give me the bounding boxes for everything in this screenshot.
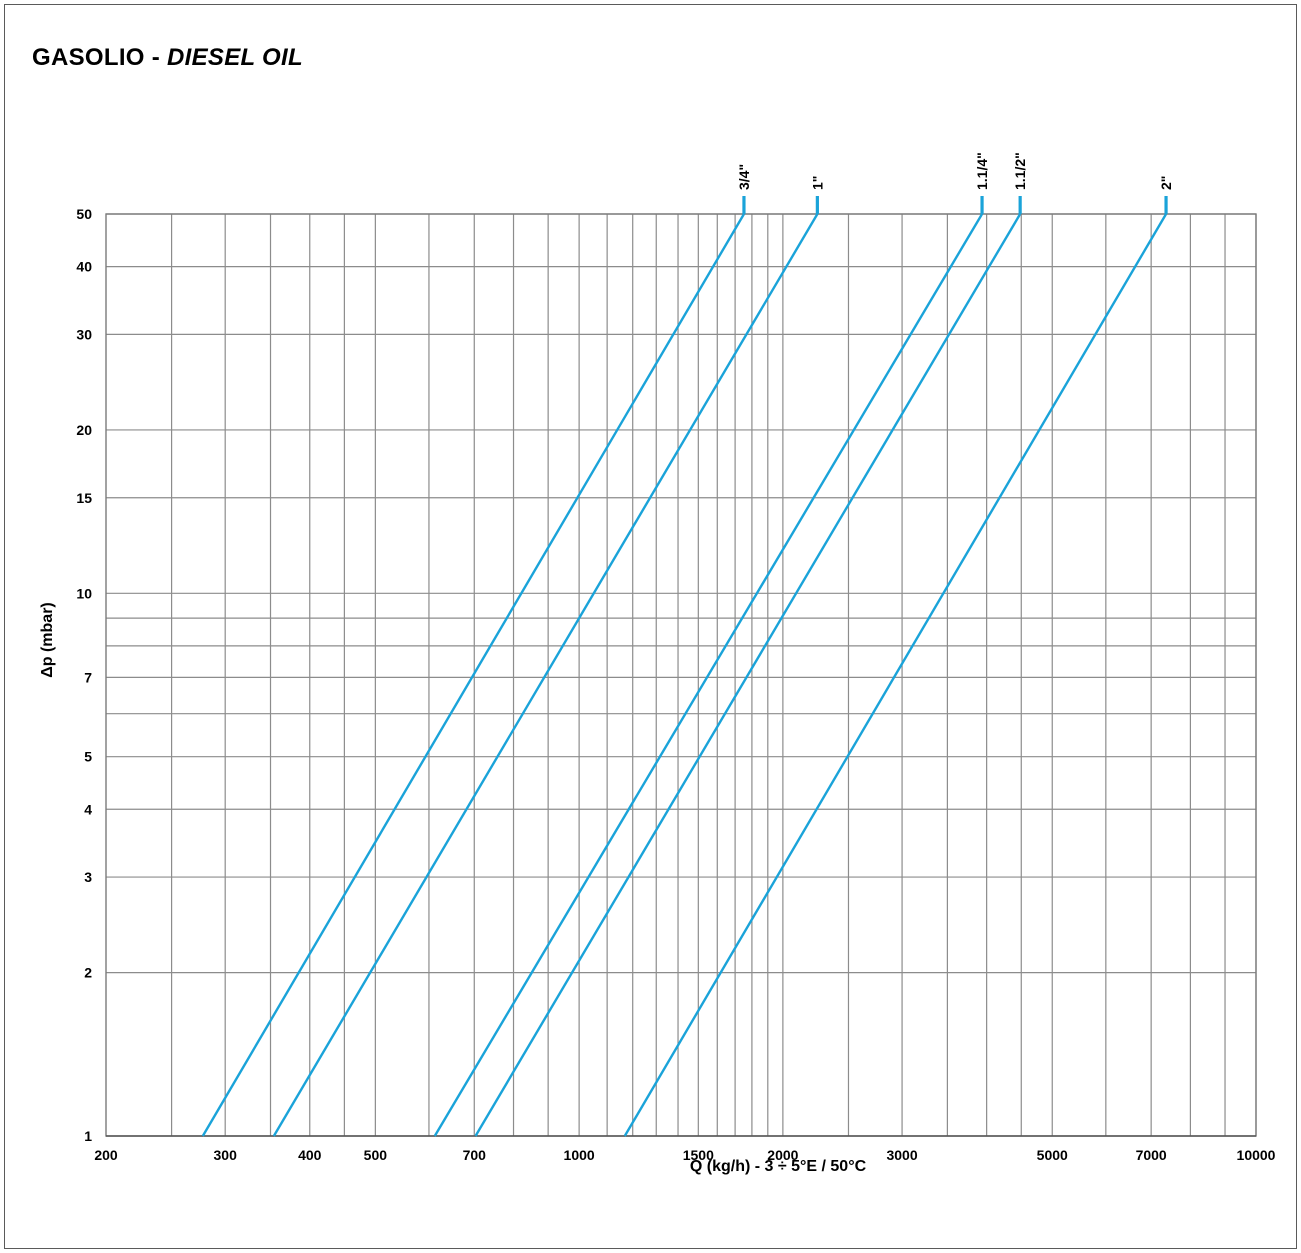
chart-frame [4,4,1297,1249]
series-line [201,213,745,1137]
y-tick-label: 2 [84,965,92,981]
x-tick-label: 10000 [1237,1147,1276,1163]
x-tick-label: 700 [463,1147,487,1163]
x-tick-label: 400 [298,1147,322,1163]
series-label: 1.1/4" [974,152,990,190]
y-tick-label: 4 [84,801,92,817]
x-tick-label: 7000 [1136,1147,1167,1163]
series-line [272,213,819,1137]
series-label: 1.1/2" [1012,152,1028,190]
y-tick-label: 5 [84,749,92,765]
y-tick-label: 40 [76,259,92,275]
x-tick-labels: 200 300 400 500 700 1000 1500 2000 3000 5000 7000 1… [94,1147,1275,1163]
series-label: 3/4" [736,164,752,190]
x-tick-label: 300 [214,1147,238,1163]
y-tick-label: 7 [84,669,92,685]
y-tick-label: 1 [84,1128,92,1144]
x-tick-label: 1000 [564,1147,595,1163]
x-tick-label: 5000 [1037,1147,1068,1163]
chart-title-main: GASOLIO - [32,44,167,71]
y-tick-label: 3 [84,869,92,885]
grid-lines [105,213,1257,1137]
x-tick-label: 2000 [767,1147,798,1163]
series-line [623,213,1168,1137]
y-tick-label: 50 [76,206,92,222]
chart-title-italic: DIESEL OIL [167,44,303,71]
y-tick-label: 20 [76,422,92,438]
y-axis-label: Δp (mbar) [39,602,56,678]
series-lines: 3/4" 1" 1.1/4" 1.1/2" 2" [201,152,1174,1137]
x-tick-label: 1500 [683,1147,714,1163]
y-tick-label: 30 [76,326,92,342]
chart-title: GASOLIO - DIESEL OIL [32,44,303,72]
series-line [433,213,984,1137]
x-tick-label: 500 [364,1147,388,1163]
x-tick-label: 3000 [886,1147,917,1163]
x-axis-label: Q (kg/h) - 3 ÷ 5°E / 50°C [690,1158,867,1175]
y-tick-labels: 1 2 3 4 5 7 10 15 20 30 40 50 [76,206,92,1144]
series-label: 2" [1158,176,1174,190]
y-tick-label: 15 [76,490,92,506]
series-label: 1" [809,176,825,190]
x-tick-label: 200 [94,1147,118,1163]
series-line [474,213,1022,1137]
y-tick-label: 10 [76,585,92,601]
